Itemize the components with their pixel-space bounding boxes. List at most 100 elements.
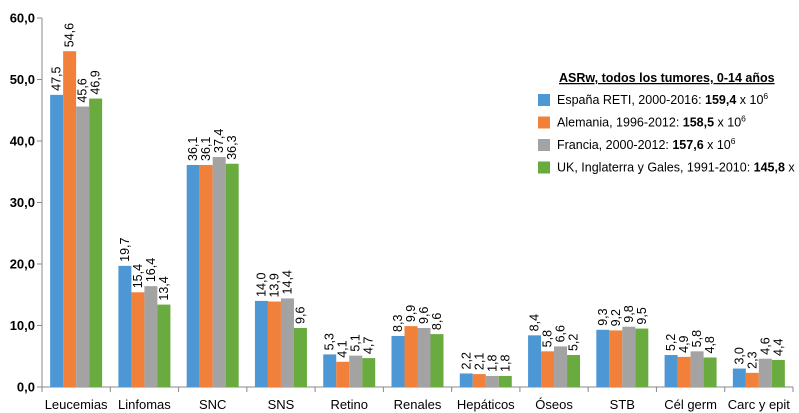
- data-label: 5,1: [349, 334, 363, 351]
- category-label: Retino: [330, 397, 368, 412]
- data-label: 8,4: [528, 314, 542, 331]
- y-tick-label: 20,0: [10, 257, 35, 272]
- data-label: 5,8: [690, 330, 704, 347]
- data-label: 5,2: [567, 334, 581, 351]
- data-label: 2,1: [472, 353, 486, 370]
- data-label: 46,9: [89, 70, 103, 94]
- bar: [554, 346, 568, 387]
- y-tick-label: 40,0: [10, 134, 35, 149]
- legend-title: ASRw, todos los tumores, 0-14 años: [559, 71, 775, 85]
- data-label: 19,7: [118, 237, 132, 261]
- legend-entry: Francia, 2000-2012: 157,6 x 106: [557, 136, 736, 152]
- bar: [280, 298, 294, 387]
- bar: [430, 334, 444, 387]
- legend-entry: España RETI, 2000-2016: 159,4 x 106: [557, 91, 768, 107]
- bar: [212, 156, 226, 387]
- bar: [541, 351, 555, 387]
- bar: [336, 361, 350, 387]
- data-label: 6,6: [554, 325, 568, 342]
- chart-axes: 0,0 10,0 20,0 30,0 40,0 50,0 60,0 Leucemias Linf…: [10, 11, 794, 412]
- data-label: 2,3: [745, 351, 759, 368]
- bar: [664, 355, 678, 387]
- bar: [89, 98, 103, 387]
- bar: [567, 355, 581, 387]
- bar: [745, 372, 759, 387]
- bar: [498, 375, 512, 387]
- legend-entry: Alemania, 1996-2012: 158,5 x 106: [557, 114, 746, 130]
- data-label: 4,7: [362, 337, 376, 354]
- bar: [349, 355, 363, 387]
- category-label: SNC: [199, 397, 226, 412]
- data-label: 9,9: [404, 305, 418, 322]
- category-label: Leucemias: [45, 397, 108, 412]
- bar: [50, 94, 64, 387]
- y-tick-label: 0,0: [17, 380, 35, 395]
- data-label: 5,8: [541, 330, 555, 347]
- y-tick-label: 30,0: [10, 195, 35, 210]
- bar: [677, 356, 691, 387]
- data-label: 5,2: [664, 334, 678, 351]
- legend-swatch: [538, 94, 550, 106]
- y-tick-label: 10,0: [10, 318, 35, 333]
- data-label: 4,1: [336, 340, 350, 357]
- y-tick-label: 50,0: [10, 72, 35, 87]
- data-label: 37,4: [212, 129, 226, 153]
- bar: [362, 358, 376, 387]
- category-label: Cél germ: [664, 397, 717, 412]
- legend-swatch: [538, 116, 550, 129]
- bar: [254, 300, 268, 387]
- bar: [459, 373, 473, 387]
- bar: [622, 326, 636, 387]
- bar: [131, 292, 145, 387]
- data-label: 16,4: [144, 258, 158, 282]
- data-label: 4,4: [771, 339, 785, 356]
- data-label: 36,1: [186, 137, 200, 161]
- bar: [118, 265, 132, 387]
- chart-data-labels: 47,5 19,7 36,1 14,0 5,3 8,3 2,2 8,4 9,3 5,2 3,0 54,…: [50, 23, 786, 372]
- bar: [293, 327, 307, 387]
- bar: [157, 304, 171, 387]
- data-label: 13,4: [157, 276, 171, 300]
- bar: [225, 163, 239, 387]
- bar: [758, 358, 772, 387]
- legend-swatch: [538, 139, 550, 151]
- data-label: 15,4: [131, 264, 145, 288]
- bar: [703, 357, 717, 387]
- category-label: Hepáticos: [457, 397, 515, 412]
- data-label: 36,1: [199, 137, 213, 161]
- data-label: 8,6: [430, 313, 444, 330]
- data-label: 13,9: [267, 273, 281, 297]
- bar: [596, 329, 610, 387]
- bar: [404, 326, 418, 387]
- y-tick-label: 60,0: [10, 11, 35, 26]
- data-label: 2,2: [459, 352, 473, 369]
- data-label: 3,0: [732, 347, 746, 364]
- bar: [199, 164, 213, 387]
- data-label: 45,6: [76, 78, 90, 102]
- data-label: 4,6: [758, 337, 772, 354]
- category-label: Linfomas: [118, 397, 171, 412]
- bar: [609, 330, 623, 387]
- data-label: 14,4: [280, 270, 294, 294]
- legend-swatch: [538, 161, 550, 174]
- category-label: STB: [610, 397, 635, 412]
- data-label: 9,6: [417, 307, 431, 324]
- data-label: 5,3: [323, 333, 337, 350]
- data-label: 9,3: [596, 308, 610, 325]
- chart-legend: ASRw, todos los tumores, 0-14 años España…: [538, 71, 799, 175]
- data-label: 1,8: [498, 355, 512, 372]
- data-label: 54,6: [63, 23, 77, 47]
- bar: [690, 351, 704, 387]
- bar: [635, 328, 649, 387]
- data-label: 8,3: [391, 315, 405, 332]
- data-label: 36,3: [225, 135, 239, 159]
- bar: [63, 51, 77, 388]
- category-label: Óseos: [535, 397, 573, 412]
- chart-bars: [50, 51, 785, 388]
- legend-entry: UK, Inglaterra y Gales, 1991-2010: 145,8…: [557, 159, 799, 175]
- category-label: SNS: [268, 397, 295, 412]
- data-label: 4,9: [677, 335, 691, 352]
- bar: [391, 335, 405, 387]
- bar: [417, 327, 431, 387]
